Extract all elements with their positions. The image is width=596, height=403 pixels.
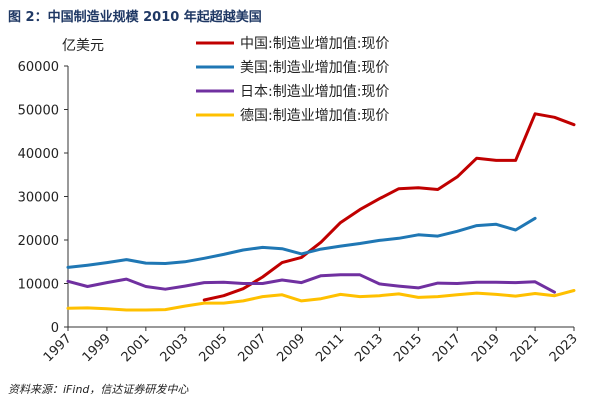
legend: 中国:制造业增加值:现价美国:制造业增加值:现价日本:制造业增加值:现价德国:制… <box>196 36 389 124</box>
y-tick-label: 10000 <box>18 278 59 293</box>
y-tick-label: 60000 <box>18 60 59 75</box>
x-tick-label: 2001 <box>119 331 153 365</box>
series-line-2 <box>66 273 556 294</box>
x-tick-label: 2005 <box>197 331 231 365</box>
source-note: 资料来源：iFind，信达证券研发中心 <box>8 383 189 396</box>
x-tick-label: 2023 <box>547 331 581 365</box>
y-tick-label: 20000 <box>18 234 59 249</box>
y-axis-unit-label: 亿美元 <box>62 38 104 54</box>
y-tick-label: 40000 <box>18 147 59 162</box>
x-tick-label: 2017 <box>430 331 464 365</box>
figure-title: 图 2：中国制造业规模 2010 年起超越美国 <box>8 10 262 25</box>
series-line-3 <box>66 289 576 312</box>
legend-label: 中国:制造业增加值:现价 <box>240 36 389 52</box>
legend-label: 美国:制造业增加值:现价 <box>240 60 389 76</box>
y-tick-label: 0 <box>51 321 59 336</box>
x-tick-label: 2013 <box>352 331 386 365</box>
x-tick-label: 1999 <box>80 331 114 365</box>
x-tick-label: 2019 <box>469 331 503 365</box>
x-tick-label: 1997 <box>41 331 75 365</box>
legend-label: 德国:制造业增加值:现价 <box>240 108 389 124</box>
series-line-1 <box>66 216 537 269</box>
x-tick-label: 2003 <box>158 331 192 365</box>
x-tick-label: 2015 <box>391 331 425 365</box>
y-tick-label: 50000 <box>18 104 59 119</box>
series-layer <box>66 112 576 312</box>
y-tick-label: 30000 <box>18 191 59 206</box>
legend-label: 日本:制造业增加值:现价 <box>240 84 389 100</box>
series-line-0 <box>202 112 576 302</box>
x-tick-label: 2007 <box>235 331 269 365</box>
x-tick-label: 2011 <box>313 331 347 365</box>
x-tick-label: 2009 <box>274 331 308 365</box>
x-tick-label: 2021 <box>508 331 542 365</box>
